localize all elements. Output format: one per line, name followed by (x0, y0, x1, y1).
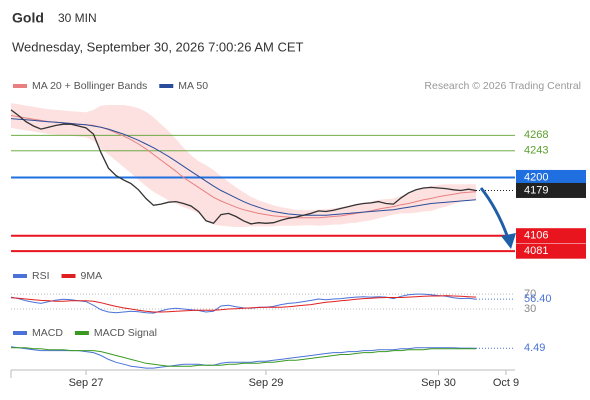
level-box (516, 182, 586, 198)
legend-label: MACD (32, 327, 63, 339)
forecast-arrow (479, 187, 510, 239)
legend-swatch (13, 84, 27, 88)
x-tick-label: Sep 29 (249, 377, 284, 389)
source: Research © 2026 Trading Central (424, 80, 581, 92)
legend-label: MA 50 (178, 80, 208, 92)
legend-label: MA 20 + Bollinger Bands (32, 80, 147, 92)
level-label: 4200 (524, 171, 548, 183)
x-tick-label: Oct 9 (493, 377, 519, 389)
legend-swatch (74, 331, 89, 335)
legend-label: 9MA (81, 270, 103, 282)
x-tick-label: Sep 30 (421, 377, 456, 389)
legend-swatch (13, 274, 27, 278)
title: Gold (12, 10, 44, 26)
level-label: 4268 (524, 129, 548, 141)
legend-label: RSI (32, 270, 50, 282)
x-tick-label: Sep 27 (69, 377, 104, 389)
interval: 30 MIN (58, 11, 97, 25)
legend-label: MACD Signal (94, 327, 157, 339)
level-label: 4243 (524, 145, 548, 157)
level-box (516, 243, 586, 259)
level-label: 4106 (524, 230, 548, 242)
level-box (516, 228, 586, 244)
current-label: 4.49 (524, 342, 545, 354)
current-label: 56.40 (524, 293, 552, 305)
y-tick-label: 30 (524, 303, 536, 315)
series-line (10, 346, 477, 369)
legend-swatch (61, 274, 76, 278)
series-line (11, 347, 476, 367)
series-line (10, 118, 477, 216)
level-label: 4081 (524, 245, 548, 257)
timestamp: Wednesday, September 30, 2026 7:00:26 AM… (12, 39, 304, 54)
y-tick-label: 70 (524, 288, 536, 300)
bollinger-band (11, 103, 476, 227)
series-line (10, 295, 477, 313)
forecast-arrowhead (501, 233, 516, 249)
level-label: 4179 (524, 184, 548, 196)
legend-swatch (13, 331, 27, 335)
level-box (516, 169, 586, 185)
legend-swatch (159, 84, 174, 88)
price-line (10, 109, 477, 225)
